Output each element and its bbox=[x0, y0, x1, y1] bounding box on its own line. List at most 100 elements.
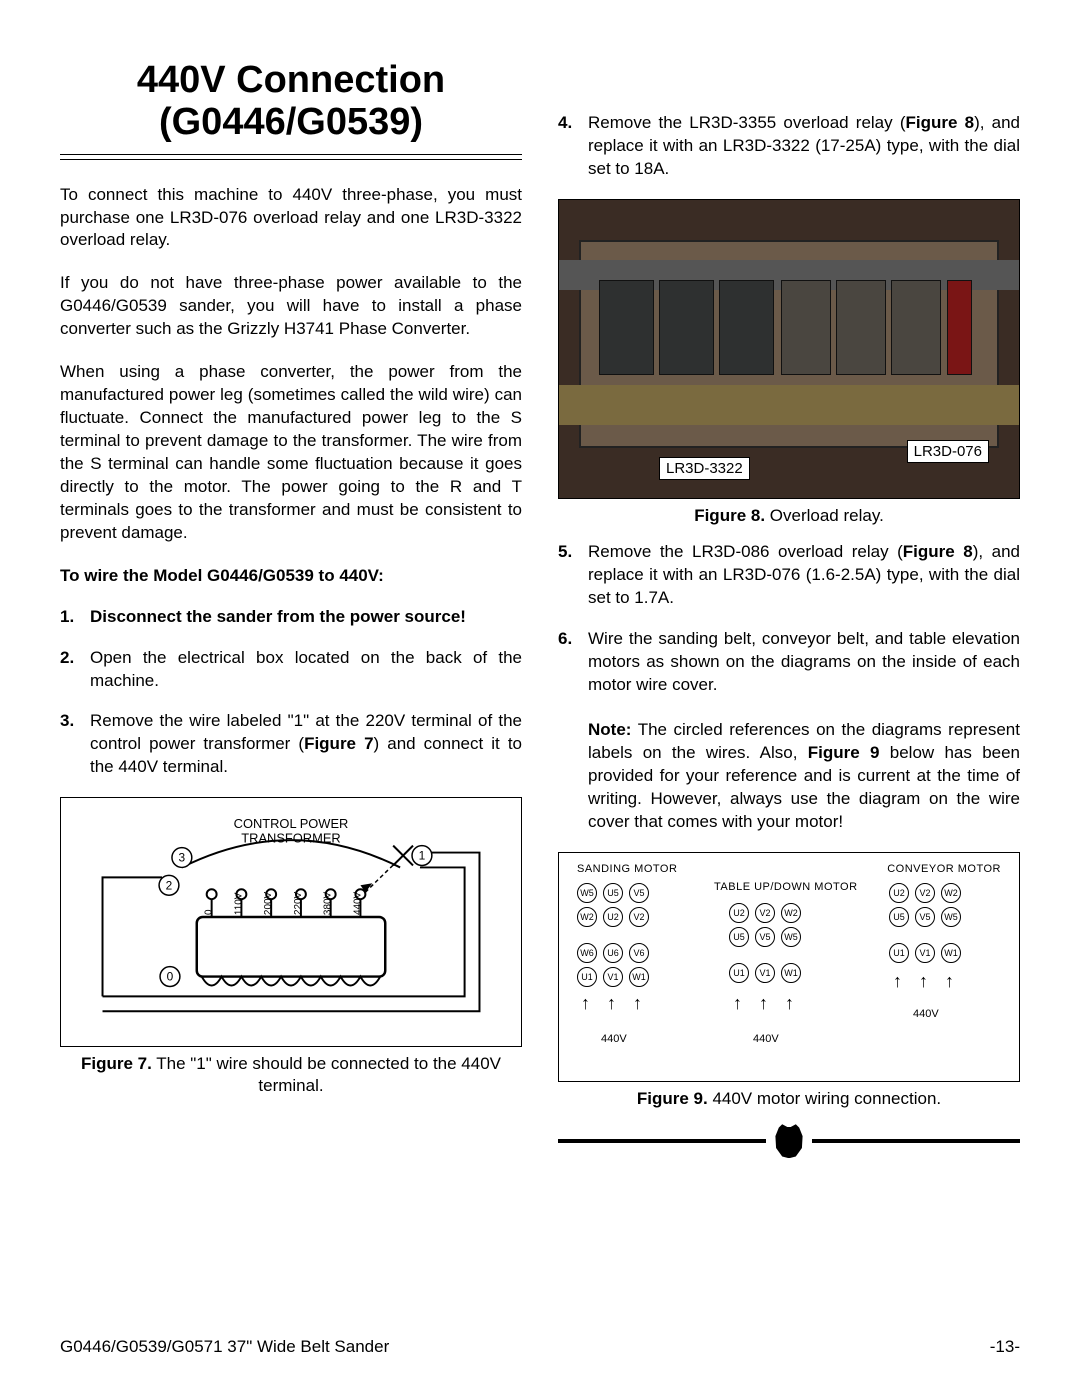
title-line2: (G0446/G0539) bbox=[159, 101, 423, 143]
wire-heading: To wire the Model G0446/G0539 to 440V: bbox=[60, 565, 522, 588]
fig9-voltage-3: 440V bbox=[913, 1008, 939, 1020]
step-6: 6. Wire the sanding belt, conveyor belt,… bbox=[558, 628, 1020, 834]
intro-p1: To connect this machine to 440V three-ph… bbox=[60, 184, 522, 253]
fig9-cap-text: 440V motor wiring connection. bbox=[708, 1089, 941, 1108]
figure-8-photo: LR3D-3322 LR3D-076 bbox=[558, 199, 1020, 499]
page-footer: G0446/G0539/G0571 37" Wide Belt Sander -… bbox=[60, 1337, 1020, 1357]
node: U5 bbox=[603, 883, 623, 903]
step-3: 3. Remove the wire labeled "1" at the 22… bbox=[60, 710, 522, 779]
node: W1 bbox=[629, 967, 649, 987]
node: W2 bbox=[577, 907, 597, 927]
svg-text:3: 3 bbox=[179, 851, 186, 865]
svg-text:TRANSFORMER: TRANSFORMER bbox=[241, 831, 340, 846]
fig9-conveyor-title: CONVEYOR MOTOR bbox=[887, 863, 1001, 875]
figure-7-diagram: 3 2 1 0 0 110V 200V 220V 380V 440V CONTR… bbox=[60, 797, 522, 1047]
step-num: 1. bbox=[60, 606, 90, 629]
node: U1 bbox=[729, 963, 749, 983]
steps-right: 4. Remove the LR3D-3355 overload relay (… bbox=[558, 112, 1020, 199]
svg-text:200V: 200V bbox=[263, 892, 274, 916]
svg-text:0: 0 bbox=[167, 970, 174, 984]
svg-text:220V: 220V bbox=[293, 892, 304, 916]
svg-text:2: 2 bbox=[166, 879, 173, 893]
svg-text:1: 1 bbox=[419, 849, 426, 863]
section-divider bbox=[558, 1124, 1020, 1158]
step-text: Remove the LR3D-086 overload relay (Figu… bbox=[588, 541, 1020, 610]
node: W5 bbox=[577, 883, 597, 903]
node: U2 bbox=[729, 903, 749, 923]
fig9-table-title: TABLE UP/DOWN MOTOR bbox=[714, 881, 858, 893]
step-text: Disconnect the sander from the power sou… bbox=[90, 606, 522, 629]
node: V5 bbox=[915, 907, 935, 927]
step-num: 4. bbox=[558, 112, 588, 181]
node: W1 bbox=[941, 943, 961, 963]
step-4: 4. Remove the LR3D-3355 overload relay (… bbox=[558, 112, 1020, 181]
node: V5 bbox=[629, 883, 649, 903]
step-num: 3. bbox=[60, 710, 90, 779]
step-num: 2. bbox=[60, 647, 90, 693]
arrow-icon: ↑ bbox=[785, 993, 794, 1014]
fig9-sanding-title: SANDING MOTOR bbox=[577, 863, 677, 875]
node: V1 bbox=[755, 963, 775, 983]
node: U5 bbox=[729, 927, 749, 947]
page-title: 440V Connection (G0446/G0539) bbox=[60, 60, 522, 144]
arrow-icon: ↑ bbox=[945, 971, 954, 992]
node: W6 bbox=[577, 943, 597, 963]
figure-9-diagram: SANDING MOTOR TABLE UP/DOWN MOTOR CONVEY… bbox=[558, 852, 1020, 1082]
node: W1 bbox=[781, 963, 801, 983]
node: V1 bbox=[603, 967, 623, 987]
svg-text:CONTROL POWER: CONTROL POWER bbox=[234, 816, 349, 831]
node: V2 bbox=[915, 883, 935, 903]
fig8-label-076: LR3D-076 bbox=[907, 440, 989, 463]
node: W5 bbox=[781, 927, 801, 947]
arrow-icon: ↑ bbox=[607, 993, 616, 1014]
steps-right-cont: 5. Remove the LR3D-086 overload relay (F… bbox=[558, 541, 1020, 852]
step-1: 1. Disconnect the sander from the power … bbox=[60, 606, 522, 629]
node: U1 bbox=[577, 967, 597, 987]
fig8-cap-text: Overload relay. bbox=[765, 506, 884, 525]
node: V6 bbox=[629, 943, 649, 963]
node: V2 bbox=[629, 907, 649, 927]
fig9-voltage-2: 440V bbox=[753, 1033, 779, 1045]
intro-p3: When using a phase converter, the power … bbox=[60, 361, 522, 545]
step-text: Wire the sanding belt, conveyor belt, an… bbox=[588, 628, 1020, 834]
bear-icon bbox=[772, 1124, 806, 1158]
arrow-icon: ↑ bbox=[759, 993, 768, 1014]
node: U2 bbox=[889, 883, 909, 903]
figure-7-caption: Figure 7. The "1" wire should be connect… bbox=[60, 1053, 522, 1097]
step6-note1: The circled references on the diagrams r… bbox=[588, 720, 1020, 831]
arrow-icon: ↑ bbox=[919, 971, 928, 992]
node: W5 bbox=[941, 907, 961, 927]
arrow-icon: ↑ bbox=[633, 993, 642, 1014]
step-5: 5. Remove the LR3D-086 overload relay (F… bbox=[558, 541, 1020, 610]
title-rule bbox=[60, 154, 522, 160]
node: U1 bbox=[889, 943, 909, 963]
step-text: Remove the wire labeled "1" at the 220V … bbox=[90, 710, 522, 779]
step-num: 6. bbox=[558, 628, 588, 834]
arrow-icon: ↑ bbox=[581, 993, 590, 1014]
figure-8-caption: Figure 8. Overload relay. bbox=[558, 505, 1020, 527]
step-2: 2. Open the electrical box located on th… bbox=[60, 647, 522, 693]
fig7-cap-bold: Figure 7. bbox=[81, 1054, 152, 1073]
svg-text:0: 0 bbox=[204, 909, 215, 915]
node: V1 bbox=[915, 943, 935, 963]
step-num: 5. bbox=[558, 541, 588, 610]
step-text: Remove the LR3D-3355 overload relay (Fig… bbox=[588, 112, 1020, 181]
figure-9-caption: Figure 9. 440V motor wiring connection. bbox=[558, 1088, 1020, 1110]
step-text: Open the electrical box located on the b… bbox=[90, 647, 522, 693]
fig7-cap-text: The "1" wire should be connected to the … bbox=[152, 1054, 501, 1095]
step6-note-bold: Note: bbox=[588, 720, 631, 739]
arrow-icon: ↑ bbox=[733, 993, 742, 1014]
arrow-icon: ↑ bbox=[893, 971, 902, 992]
fig9-cap-bold: Figure 9. bbox=[637, 1089, 708, 1108]
footer-left: G0446/G0539/G0571 37" Wide Belt Sander bbox=[60, 1337, 389, 1357]
intro-p2: If you do not have three-phase power ava… bbox=[60, 272, 522, 341]
footer-right: -13- bbox=[990, 1337, 1020, 1357]
node: V2 bbox=[755, 903, 775, 923]
node: U6 bbox=[603, 943, 623, 963]
step6-main: Wire the sanding belt, conveyor belt, an… bbox=[588, 629, 1020, 694]
svg-text:440V: 440V bbox=[352, 892, 363, 916]
node: U5 bbox=[889, 907, 909, 927]
node: V5 bbox=[755, 927, 775, 947]
steps-left: 1. Disconnect the sander from the power … bbox=[60, 606, 522, 798]
title-line1: 440V Connection bbox=[137, 59, 445, 101]
